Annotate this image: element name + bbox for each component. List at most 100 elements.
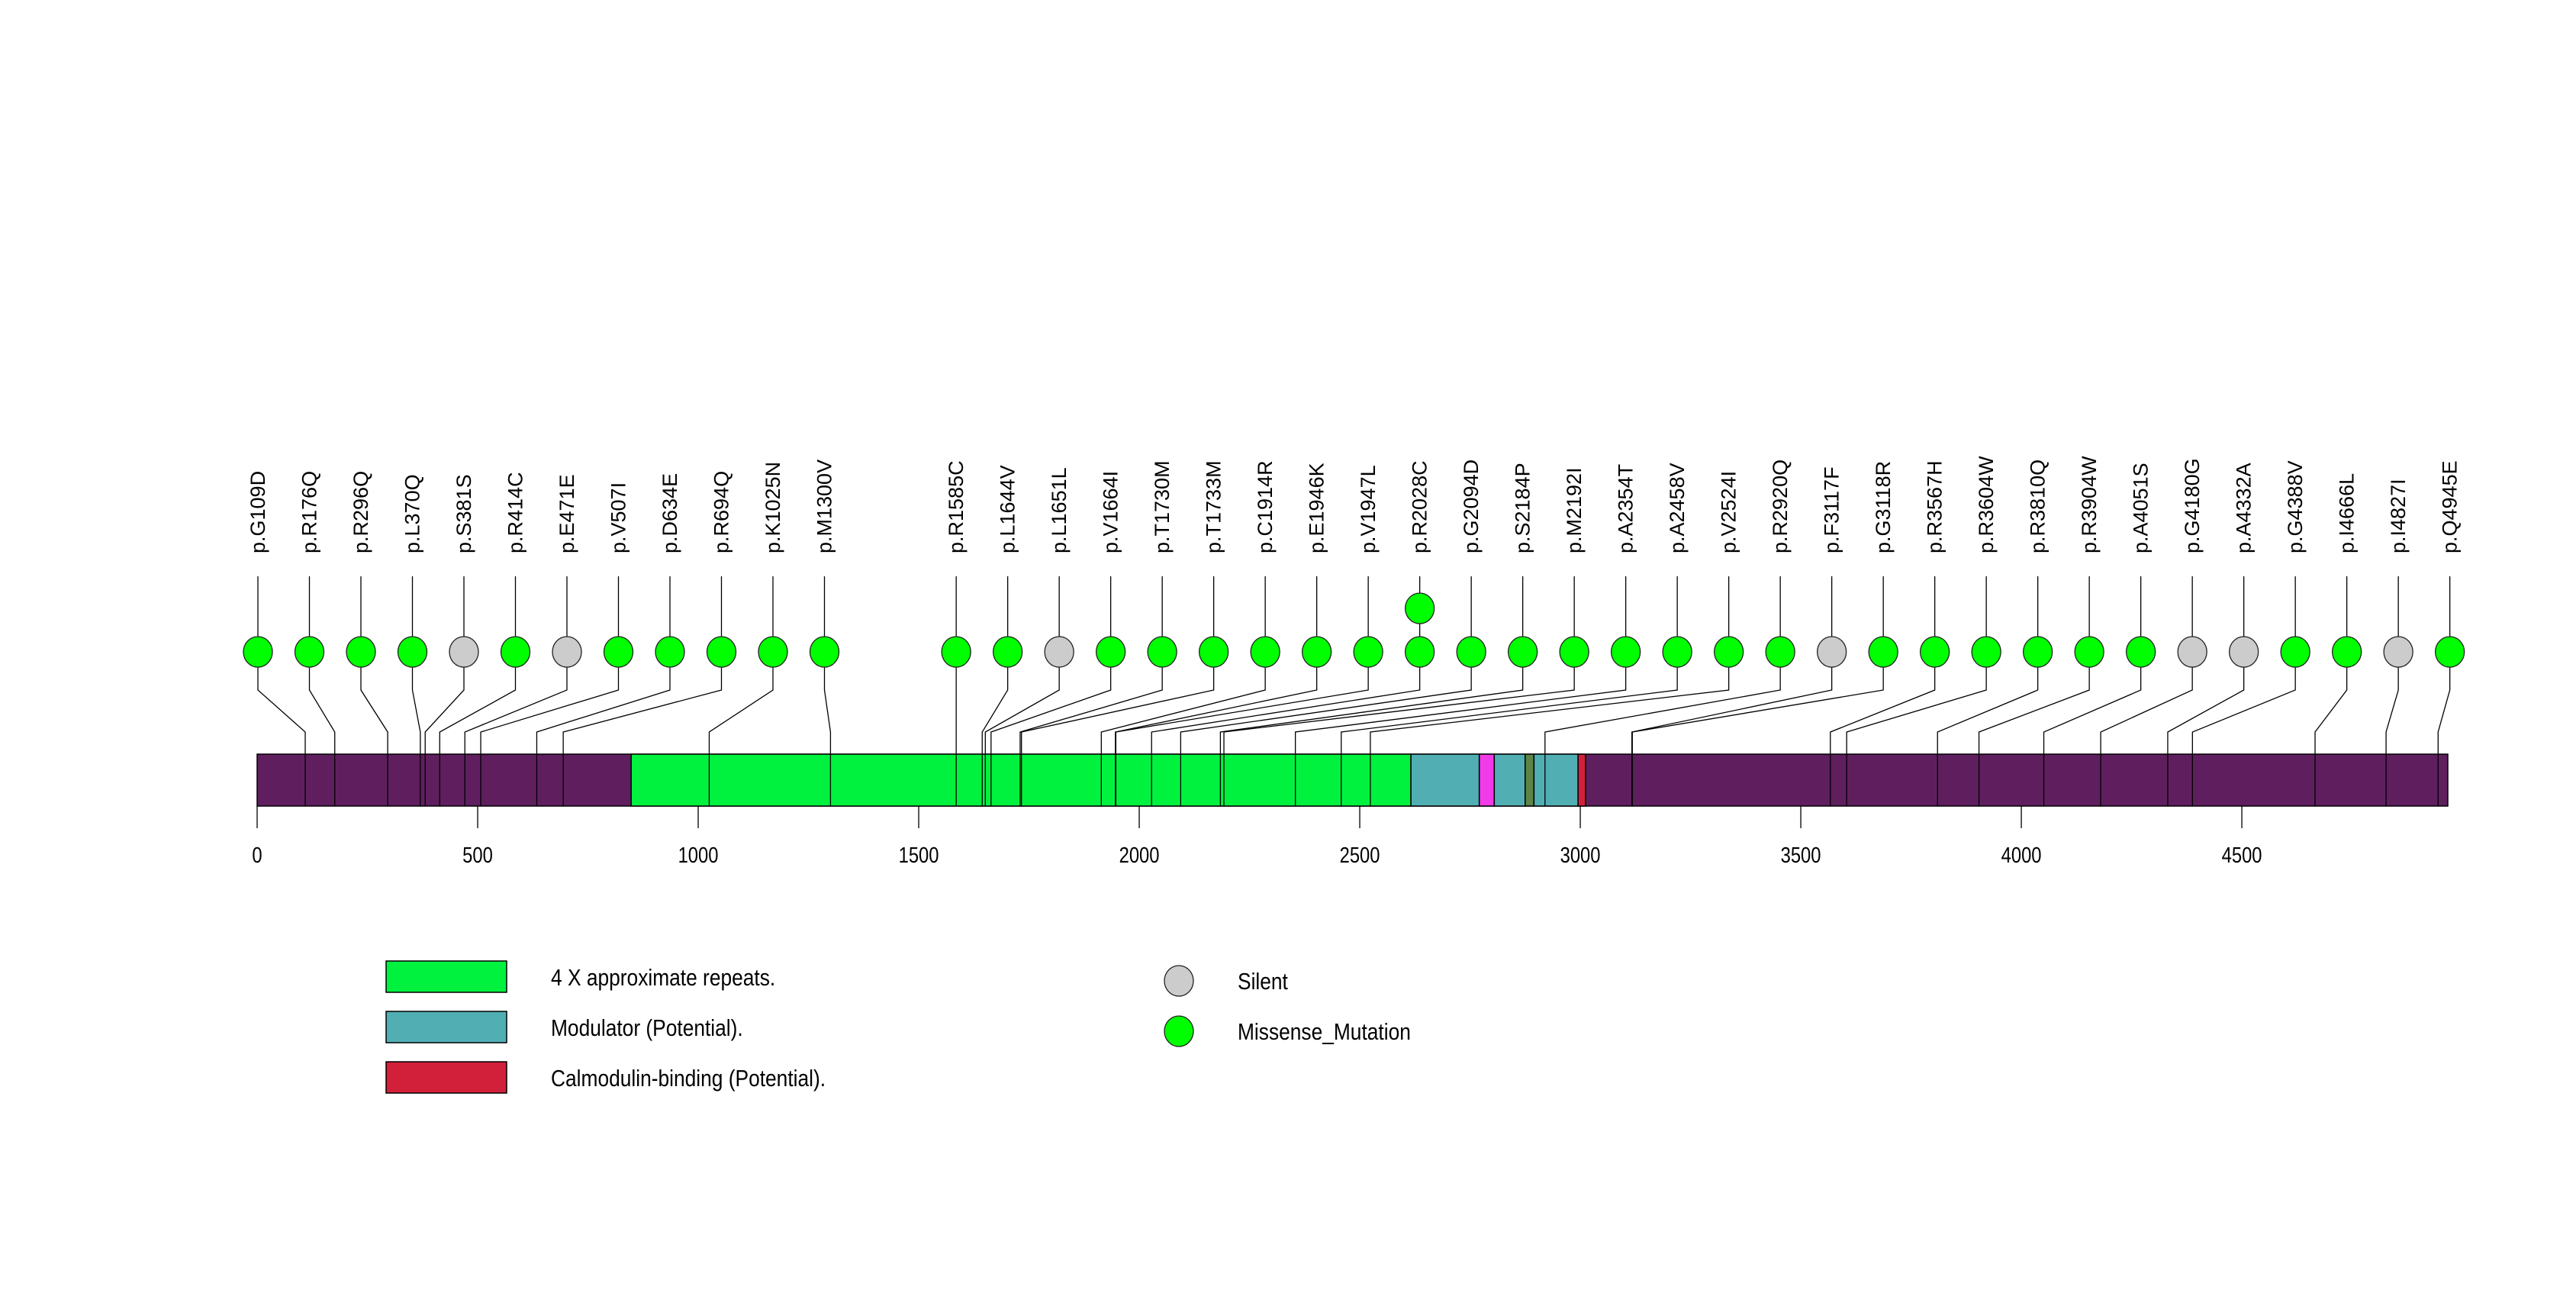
- missense-mutation-dot: [1250, 636, 1280, 668]
- missense-mutation-dot: [2023, 636, 2053, 668]
- mutation-stem: [2314, 576, 2348, 754]
- mutation-label: p.R3810Q: [2027, 460, 2050, 553]
- missense-mutation-dot: [706, 636, 737, 668]
- mutation-label: p.E471E: [555, 474, 578, 553]
- mutation-label: p.R2920Q: [1769, 460, 1792, 553]
- mutation-label: p.R694Q: [710, 471, 733, 553]
- silent-mutation-dot: [2383, 636, 2413, 668]
- x-tick-label: 3000: [1560, 843, 1601, 868]
- missense-mutation-dot: [1302, 636, 1332, 668]
- mutation-stem: [1151, 576, 1421, 754]
- mutation-stem: [1370, 576, 1730, 754]
- legend-label: Calmodulin-binding (Potential).: [551, 1066, 826, 1092]
- mutation-label: p.F3117F: [1821, 466, 1843, 553]
- mutation-stem: [2100, 576, 2193, 754]
- mutation-stem: [1846, 576, 1987, 754]
- missense-mutation-dot: [1147, 636, 1177, 668]
- mutation-label: p.G109D: [246, 471, 269, 553]
- mutation-label: p.V2524I: [1718, 471, 1740, 553]
- mutation-stem: [1223, 576, 1575, 754]
- missense-mutation-dot: [1868, 636, 1898, 668]
- mutation-stem: [1544, 576, 1781, 754]
- mutation-stem: [2043, 576, 2142, 754]
- mutation-label: p.R414C: [504, 472, 527, 553]
- missense-mutation-dot: [1559, 636, 1589, 668]
- missense-mutation-dot: [1353, 636, 1383, 668]
- mutation-label: p.R3567H: [1924, 460, 1946, 553]
- mutation-label: p.T1733M: [1203, 460, 1225, 553]
- missense-mutation-dot: [397, 636, 428, 668]
- mutation-label: p.S381S: [452, 474, 475, 553]
- silent-mutation-dot: [552, 636, 582, 668]
- mutation-label: p.A2458V: [1666, 463, 1689, 553]
- missense-mutation-dot: [1611, 636, 1641, 668]
- x-tick-label: 2000: [1119, 843, 1160, 868]
- mutation-label: p.I4827I: [2387, 479, 2410, 553]
- mutation-stem: [1830, 576, 1936, 754]
- legend: 4 X approximate repeats. Modulator (Poten…: [385, 960, 1411, 1094]
- mutation-label: p.D634E: [658, 473, 681, 553]
- missense-mutation-dot: [1456, 636, 1486, 668]
- mutation-label: p.M2192I: [1563, 467, 1586, 553]
- missense-mutation-dot: [1920, 636, 1950, 668]
- silent-mutation-dot: [1817, 636, 1847, 668]
- legend-label: Silent: [1238, 969, 1288, 995]
- mutation-stem: [1021, 576, 1215, 754]
- mutation-label: p.E1946K: [1306, 463, 1328, 553]
- x-tick-label: 1000: [678, 843, 719, 868]
- mutation-label: p.I4666L: [2336, 473, 2359, 553]
- mutation-stem: [708, 576, 774, 754]
- x-tick-label: 3500: [1781, 843, 1821, 868]
- domain-unlabeled-4: [1525, 753, 1535, 807]
- mutation-stem: [990, 576, 1112, 754]
- missense-mutation-dot: [1096, 636, 1126, 668]
- legend-label: 4 X approximate repeats.: [551, 965, 775, 991]
- mutation-label: p.G4180G: [2181, 458, 2204, 553]
- missense-mutation-dot: [500, 636, 531, 668]
- mutation-label: p.A4332A: [2233, 463, 2256, 553]
- mutation-stem: [536, 576, 671, 754]
- mutation-stem: [562, 576, 723, 754]
- x-tick-label: 4500: [2222, 843, 2262, 868]
- missense-mutation-dot: [2435, 636, 2465, 668]
- mutation-label: p.A2354T: [1615, 464, 1637, 553]
- missense-mutation-dot: [294, 636, 325, 668]
- domain-modulator-potential: [1533, 753, 1579, 807]
- legend-swatch: [385, 960, 507, 993]
- mutation-position-marks: [304, 754, 2439, 806]
- mutation-stem: [1294, 576, 1627, 754]
- mutation-dots: [243, 592, 2465, 668]
- missense-mutation-dot: [243, 636, 273, 668]
- domain-modulator-potential: [1410, 753, 1480, 807]
- mutation-label: p.M1300V: [813, 460, 836, 553]
- domain-modulator-potential: [1493, 753, 1526, 807]
- mutation-label: p.V1947L: [1357, 465, 1380, 553]
- legend-swatch: [385, 1061, 507, 1094]
- mutation-label: p.T1730M: [1151, 460, 1174, 553]
- legend-silent-icon: [1164, 965, 1194, 997]
- mutation-label: p.Q4945E: [2439, 460, 2462, 553]
- silent-mutation-dot: [1044, 636, 1074, 668]
- x-axis: 0 500 1000 1500 2000 2500 3000 3500 4000 4500: [252, 806, 2262, 868]
- mutation-label: p.L1651L: [1048, 467, 1071, 553]
- mutation-stem: [981, 576, 1009, 754]
- mutation-label: p.L370Q: [401, 474, 424, 553]
- missense-mutation-dot: [993, 636, 1023, 668]
- domain-unlabeled-2: [1478, 753, 1496, 807]
- missense-mutation-dot: [1508, 636, 1538, 668]
- missense-mutation-dot: [1199, 636, 1229, 668]
- missense-mutation-dot: [1714, 636, 1744, 668]
- protein-domains: [630, 753, 1586, 807]
- mutation-stem: [1219, 576, 1524, 754]
- mutation-stem: [984, 576, 1060, 754]
- mutation-stem: [1115, 576, 1369, 754]
- missense-mutation-dot: [2280, 636, 2310, 668]
- mutation-label: p.G4388V: [2284, 460, 2307, 553]
- x-tick-label: 1500: [899, 843, 939, 868]
- mutation-stem: [1978, 576, 2090, 754]
- missense-mutation-dot: [2074, 636, 2104, 668]
- mutation-stem: [1937, 576, 2039, 754]
- mutation-labels: p.G109D p.R176Q p.R296Q p.L370Q p.S381S p.R41…: [246, 456, 2462, 553]
- missense-mutation-dot: [1971, 636, 2001, 668]
